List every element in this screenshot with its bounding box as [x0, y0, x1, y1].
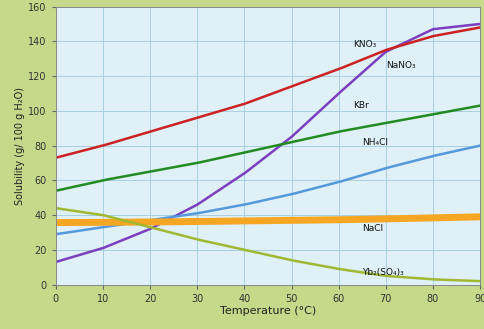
Text: Yb₂(SO₄)₃: Yb₂(SO₄)₃	[362, 268, 403, 277]
Text: KBr: KBr	[352, 101, 368, 110]
Text: Solubility Varies with Temperature: Solubility Varies with Temperature	[112, 13, 372, 27]
Text: NH₄Cl: NH₄Cl	[362, 138, 388, 147]
Text: KNO₃: KNO₃	[352, 40, 375, 49]
Y-axis label: Solubility (g/ 100 g H₂O): Solubility (g/ 100 g H₂O)	[15, 87, 26, 205]
Text: NaNO₃: NaNO₃	[385, 61, 415, 70]
Text: NaCl: NaCl	[362, 224, 383, 234]
X-axis label: Temperature (°C): Temperature (°C)	[219, 306, 316, 316]
